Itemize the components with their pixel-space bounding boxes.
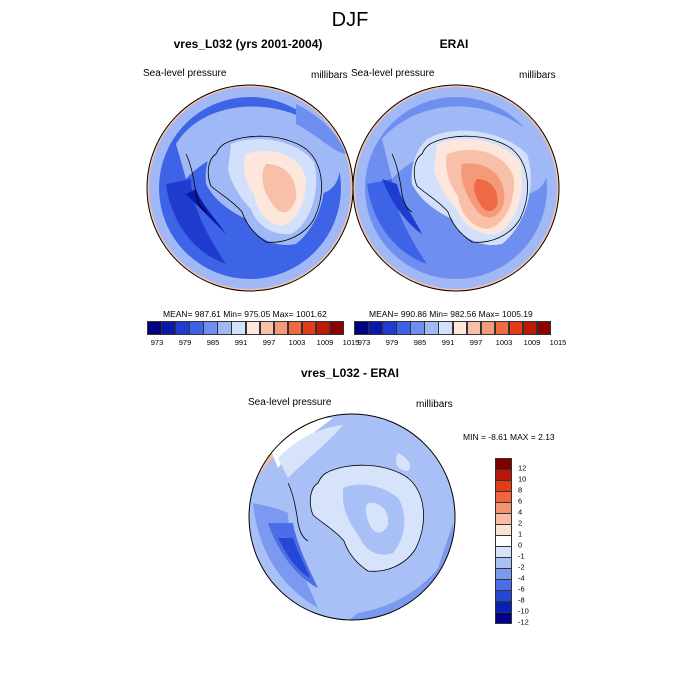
panel3-colorbar-tick: -10 <box>518 606 529 616</box>
panel3-colorbar-tick: 0 <box>518 540 523 550</box>
panel3-variable-label: Sea-level pressure <box>248 397 332 408</box>
panel1-colorbar: 973 979 985 991 997 1003 1009 1015 <box>147 321 359 351</box>
panel1-polar-map <box>146 84 354 292</box>
panel3-colorbar: 12 10 8 6 4 2 1 0 -1 -2 -4 -6 -8 -10 -12 <box>495 458 535 627</box>
colorbar-swatch <box>495 590 512 602</box>
colorbar-swatch <box>522 321 538 335</box>
panel1-variable-label: Sea-level pressure <box>143 68 227 79</box>
panel3-colorbar-tick: 6 <box>518 496 523 506</box>
colorbar-swatch <box>315 321 331 335</box>
panel2-colorbar-tick: 1015 <box>549 338 567 347</box>
colorbar-swatch <box>396 321 411 335</box>
panel1-colorbar-tick: 1009 <box>316 338 334 347</box>
panel3-colorbar-tick: -8 <box>518 595 525 605</box>
panel1-units-label: millibars <box>311 70 348 81</box>
panel2-colorbar: 973 979 985 991 997 1003 1009 1015 <box>354 321 566 351</box>
colorbar-swatch <box>161 321 176 335</box>
colorbar-swatch <box>452 321 468 335</box>
colorbar-swatch <box>410 321 425 335</box>
colorbar-swatch <box>466 321 482 335</box>
panel2-colorbar-tick: 979 <box>385 338 399 347</box>
colorbar-swatch <box>147 321 162 335</box>
colorbar-swatch <box>494 321 510 335</box>
panel3-title: vres_L032 - ERAI <box>300 366 400 380</box>
panel2-stats: MEAN= 990.86 Min= 982.56 Max= 1005.19 <box>369 309 533 319</box>
colorbar-swatch <box>495 568 512 580</box>
colorbar-swatch <box>424 321 439 335</box>
panel2-title: ERAI <box>439 37 469 51</box>
colorbar-swatch <box>495 612 512 624</box>
panel3-colorbar-tick: 1 <box>518 529 523 539</box>
colorbar-swatch <box>231 321 246 335</box>
panel3-stats: MIN = -8.61 MAX = 2.13 <box>463 432 555 442</box>
colorbar-swatch <box>329 321 345 335</box>
panel1-title: vres_L032 (yrs 2001-2004) <box>173 37 323 51</box>
colorbar-swatch <box>382 321 397 335</box>
panel3-colorbar-tick: 12 <box>518 463 527 473</box>
panel2-colorbar-tick: 973 <box>357 338 371 347</box>
colorbar-swatch <box>273 321 289 335</box>
colorbar-swatch <box>495 458 512 470</box>
panel1-colorbar-tick: 1015 <box>342 338 360 347</box>
panel2-colorbar-tick: 991 <box>441 338 455 347</box>
colorbar-swatch <box>495 524 512 536</box>
colorbar-swatch <box>217 321 232 335</box>
colorbar-swatch <box>536 321 552 335</box>
colorbar-swatch <box>495 579 512 591</box>
colorbar-swatch <box>495 502 512 514</box>
panel3-colorbar-tick: -1 <box>518 551 525 561</box>
panel2-variable-label: Sea-level pressure <box>351 68 435 79</box>
colorbar-swatch <box>495 469 512 481</box>
panel3-colorbar-tick: 4 <box>518 507 523 517</box>
figure-title: DJF <box>331 9 369 31</box>
colorbar-swatch <box>495 557 512 569</box>
colorbar-swatch <box>495 546 512 558</box>
panel1-stats: MEAN= 987.61 Min= 975.05 Max= 1001.62 <box>163 309 327 319</box>
colorbar-swatch <box>175 321 190 335</box>
panel3-colorbar-tick: -12 <box>518 617 529 627</box>
colorbar-swatch <box>259 321 275 335</box>
colorbar-swatch <box>495 513 512 525</box>
panel2-units-label: millibars <box>519 70 556 81</box>
colorbar-swatch <box>495 601 512 613</box>
panel1-colorbar-tick: 979 <box>178 338 192 347</box>
colorbar-swatch <box>287 321 303 335</box>
panel1-colorbar-tick: 985 <box>206 338 220 347</box>
panel3-colorbar-tick: 10 <box>518 474 527 484</box>
panel2-colorbar-tick: 997 <box>469 338 483 347</box>
panel1-colorbar-tick: 1003 <box>288 338 306 347</box>
colorbar-swatch <box>368 321 383 335</box>
panel1-colorbar-tick: 997 <box>262 338 276 347</box>
colorbar-swatch <box>438 321 453 335</box>
colorbar-swatch <box>508 321 524 335</box>
colorbar-swatch <box>203 321 218 335</box>
panel2-colorbar-tick: 1003 <box>495 338 513 347</box>
colorbar-swatch <box>495 491 512 503</box>
panel2-colorbar-tick: 1009 <box>523 338 541 347</box>
panel3-units-label: millibars <box>416 399 453 410</box>
panel1-colorbar-tick: 973 <box>150 338 164 347</box>
panel3-colorbar-tick: -2 <box>518 562 525 572</box>
panel3-polar-map <box>248 413 456 621</box>
panel2-colorbar-tick: 985 <box>413 338 427 347</box>
colorbar-swatch <box>354 321 369 335</box>
colorbar-swatch <box>245 321 261 335</box>
colorbar-swatch <box>495 480 512 492</box>
colorbar-swatch <box>495 535 512 547</box>
panel3-colorbar-tick: -4 <box>518 573 525 583</box>
panel3-colorbar-tick: 8 <box>518 485 523 495</box>
panel2-polar-map <box>352 84 560 292</box>
panel3-colorbar-tick: -6 <box>518 584 525 594</box>
colorbar-swatch <box>480 321 496 335</box>
colorbar-swatch <box>301 321 317 335</box>
colorbar-swatch <box>189 321 204 335</box>
panel1-colorbar-tick: 991 <box>234 338 248 347</box>
panel3-colorbar-tick: 2 <box>518 518 523 528</box>
